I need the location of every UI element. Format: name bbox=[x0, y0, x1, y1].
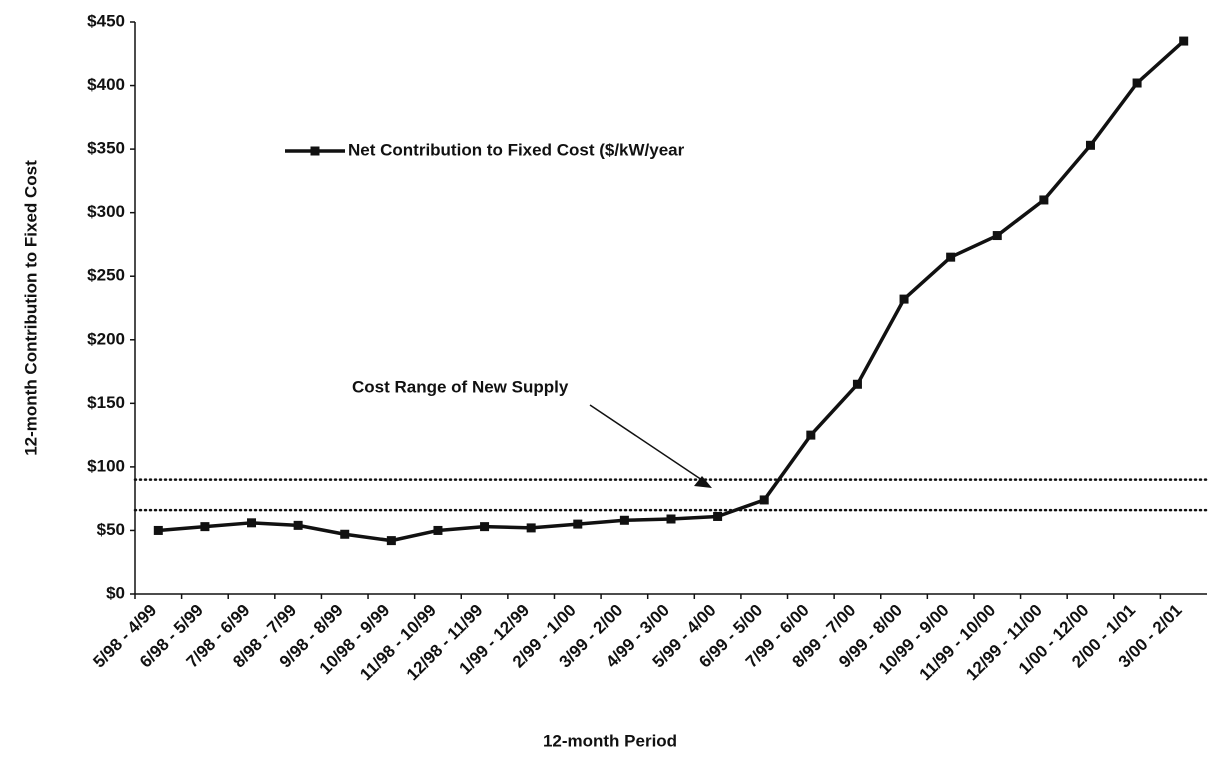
data-point bbox=[340, 529, 350, 539]
data-point bbox=[573, 519, 583, 529]
annotation-arrow bbox=[589, 404, 706, 483]
data-point bbox=[526, 523, 536, 533]
data-point bbox=[293, 520, 303, 530]
series-line bbox=[158, 39, 1185, 543]
y-tick-label: $0 bbox=[106, 583, 125, 602]
data-point bbox=[666, 514, 676, 524]
y-tick-label: $50 bbox=[97, 520, 125, 539]
data-point bbox=[1085, 140, 1095, 150]
y-axis-label: 12-month Contribution to Fixed Cost bbox=[21, 160, 40, 456]
y-tick-label: $150 bbox=[87, 393, 125, 412]
legend-marker bbox=[310, 146, 320, 156]
data-point bbox=[619, 515, 629, 525]
data-point bbox=[1179, 36, 1189, 46]
data-point bbox=[759, 495, 769, 505]
x-axis-label: 12-month Period bbox=[543, 731, 677, 750]
data-point bbox=[200, 522, 210, 532]
data-point bbox=[713, 511, 723, 521]
data-point bbox=[992, 231, 1002, 241]
data-point bbox=[386, 536, 396, 546]
legend-label: Net Contribution to Fixed Cost ($/kW/yea… bbox=[348, 140, 685, 159]
data-point bbox=[1039, 195, 1049, 205]
data-point bbox=[852, 379, 862, 389]
y-tick-label: $200 bbox=[87, 329, 125, 348]
annotation: Cost Range of New Supply bbox=[352, 377, 569, 396]
data-point bbox=[247, 518, 257, 528]
data-point bbox=[1132, 78, 1142, 88]
y-tick-label: $250 bbox=[87, 266, 125, 285]
data-point bbox=[480, 522, 490, 532]
data-point bbox=[806, 430, 816, 440]
y-tick-label: $300 bbox=[87, 202, 125, 221]
data-point bbox=[153, 525, 163, 535]
data-point bbox=[433, 525, 443, 535]
y-tick-label: $100 bbox=[87, 456, 125, 475]
y-tick-label: $400 bbox=[87, 75, 125, 94]
annotation-arrowhead bbox=[694, 476, 712, 488]
data-point bbox=[946, 252, 956, 262]
y-tick-label: $450 bbox=[87, 11, 125, 30]
y-tick-label: $350 bbox=[87, 139, 125, 158]
data-point bbox=[899, 294, 909, 304]
